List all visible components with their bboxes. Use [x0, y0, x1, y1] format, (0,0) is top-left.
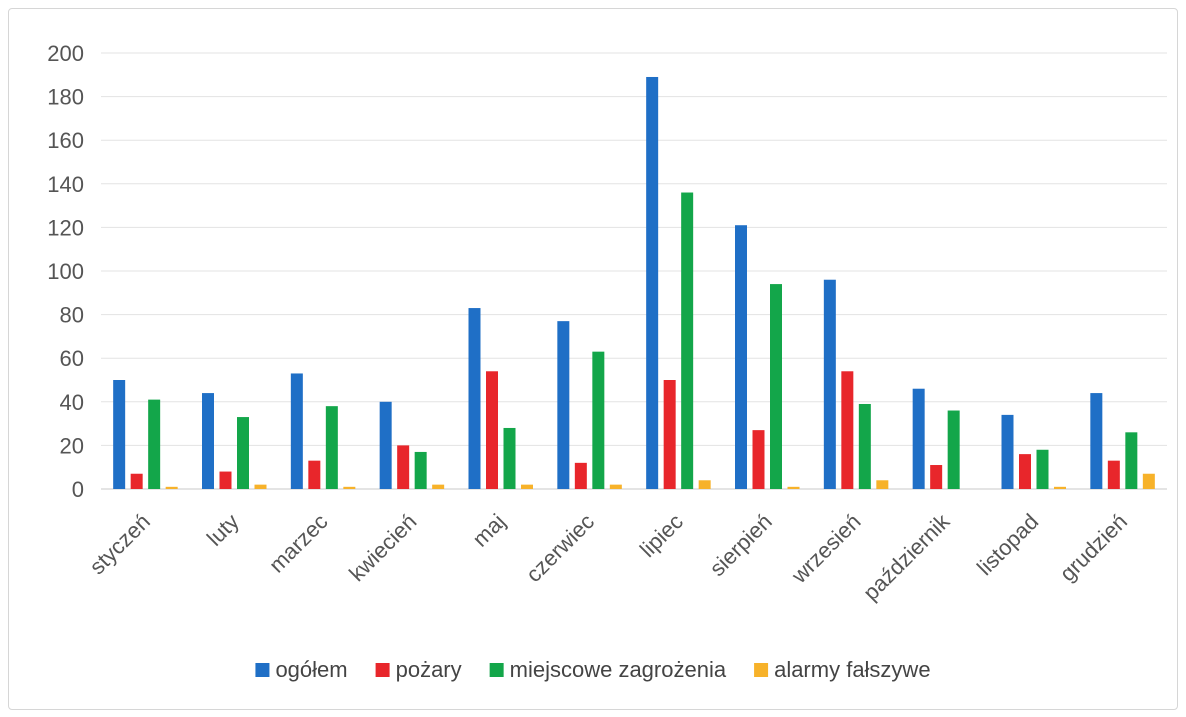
x-tick-label: sierpień: [705, 509, 777, 581]
legend-swatch: [375, 663, 390, 677]
bar-3-5: [609, 484, 622, 489]
bar-3-10: [1054, 486, 1066, 489]
bar-3-7: [787, 486, 800, 489]
bar-1-3: [397, 445, 410, 489]
x-tick-label: czerwiec: [521, 509, 599, 587]
x-axis-ticks: styczeń luty marzec kwiecień maj czerwiec lipi…: [85, 508, 1133, 605]
bars: [113, 76, 1155, 489]
gridlines: [101, 52, 1167, 490]
bar-0-8: [823, 279, 836, 489]
bar-1-2: [308, 460, 321, 489]
bar-1-8: [841, 371, 854, 489]
legend-item: ogółem: [255, 657, 348, 682]
bar-2-9: [947, 410, 960, 489]
legend-swatch: [255, 663, 270, 677]
y-tick-label: 20: [60, 433, 84, 458]
legend-item: pożary: [375, 657, 462, 682]
bar-2-0: [148, 399, 161, 489]
y-tick-label: 0: [72, 477, 84, 502]
x-tick-label: styczeń: [85, 509, 155, 579]
bar-1-4: [486, 371, 498, 489]
bar-2-11: [1125, 432, 1138, 489]
bar-1-10: [1019, 454, 1031, 489]
y-tick-label: 140: [47, 172, 84, 197]
bar-0-5: [557, 321, 570, 489]
y-tick-label: 160: [47, 128, 84, 153]
bar-0-1: [202, 393, 214, 489]
legend-label: miejscowe zagrożenia: [510, 657, 727, 682]
bar-3-3: [432, 484, 445, 489]
bar-0-3: [379, 401, 392, 489]
bar-2-8: [858, 403, 871, 489]
x-tick-label: marzec: [264, 509, 333, 578]
bar-1-9: [930, 465, 943, 489]
bar-0-6: [646, 76, 659, 489]
bar-3-11: [1142, 473, 1155, 489]
bar-2-3: [414, 451, 427, 489]
y-tick-label: 100: [47, 259, 84, 284]
bar-0-7: [735, 225, 747, 489]
bar-2-10: [1036, 449, 1049, 489]
bar-1-5: [574, 462, 587, 489]
y-tick-label: 120: [47, 215, 84, 240]
bar-2-1: [237, 417, 249, 489]
x-tick-label: grudzień: [1055, 509, 1132, 586]
bar-3-6: [698, 480, 711, 489]
legend-item: miejscowe zagrożenia: [489, 657, 727, 682]
legend-swatch: [754, 663, 769, 677]
legend: ogółem pożary miejscowe zagrożenia alarmy f…: [255, 657, 931, 682]
y-tick-label: 200: [47, 41, 84, 66]
x-tick-label: październik: [858, 508, 955, 605]
bar-2-5: [592, 351, 605, 489]
bar-0-0: [113, 380, 126, 489]
x-tick-label: kwiecień: [344, 509, 421, 586]
y-tick-label: 60: [60, 346, 84, 371]
x-tick-label: luty: [202, 509, 244, 551]
bar-3-0: [165, 486, 178, 489]
y-tick-label: 80: [60, 303, 84, 328]
bar-2-6: [681, 192, 694, 489]
x-tick-label: lipiec: [635, 509, 688, 562]
bar-0-4: [468, 308, 481, 489]
bar-1-0: [130, 473, 143, 489]
bar-1-1: [219, 471, 232, 489]
bar-3-2: [343, 486, 356, 489]
bar-0-9: [912, 388, 925, 489]
bar-2-2: [325, 406, 338, 489]
bar-0-10: [1001, 414, 1014, 489]
bar-1-11: [1107, 460, 1120, 489]
bar-1-6: [663, 380, 676, 489]
x-tick-label: wrzesień: [786, 509, 866, 589]
legend-swatch: [489, 663, 504, 677]
chart-frame: 0 20 40 60 80 100 120 140 160 180 200 styczeń luty m…: [8, 8, 1178, 710]
legend-label: alarmy fałszywe: [774, 657, 930, 682]
bar-0-2: [290, 373, 303, 489]
bar-2-7: [770, 284, 782, 489]
y-tick-label: 40: [60, 390, 84, 415]
y-tick-label: 180: [47, 85, 84, 110]
legend-item: alarmy fałszywe: [754, 657, 931, 682]
bar-1-7: [752, 430, 765, 489]
y-axis-ticks: 0 20 40 60 80 100 120 140 160 180 200: [47, 41, 84, 502]
x-tick-label: listopad: [972, 509, 1043, 580]
bar-2-4: [503, 427, 516, 489]
bar-3-8: [876, 480, 889, 489]
bar-3-4: [521, 484, 533, 489]
legend-label: ogółem: [275, 657, 347, 682]
x-tick-label: maj: [468, 509, 511, 552]
legend-label: pożary: [396, 657, 462, 682]
bar-3-1: [254, 484, 267, 489]
bar-0-11: [1090, 393, 1103, 489]
